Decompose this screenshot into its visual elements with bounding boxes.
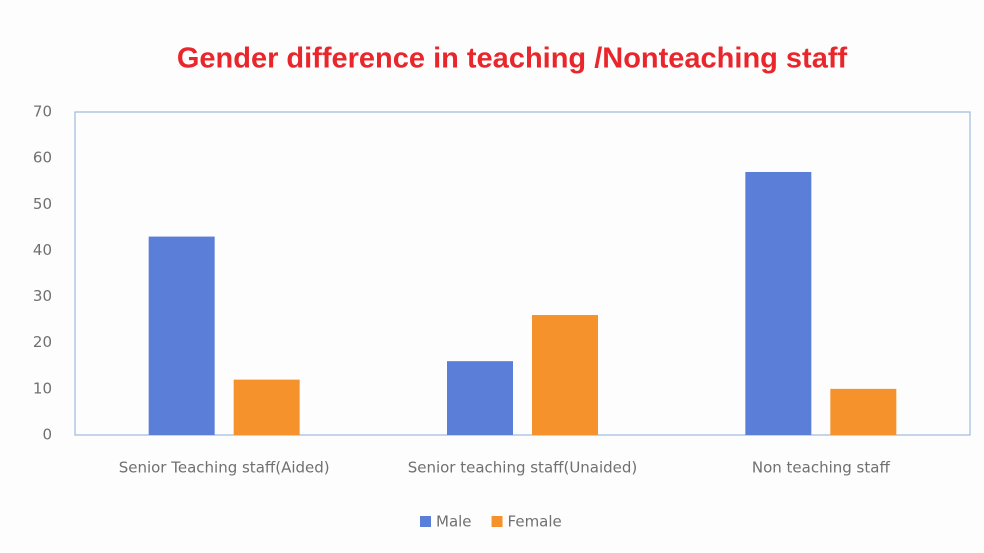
x-tick-label: Senior Teaching staff(Aided) bbox=[119, 459, 330, 477]
x-tick-label: Senior teaching staff(Unaided) bbox=[408, 459, 638, 477]
plot-area bbox=[74, 111, 971, 436]
y-tick-label: 40 bbox=[33, 241, 52, 259]
bar bbox=[447, 361, 513, 435]
y-tick-label: 20 bbox=[33, 333, 52, 351]
legend-swatch bbox=[491, 516, 503, 527]
legend-label: Female bbox=[508, 513, 562, 531]
bar bbox=[830, 388, 897, 435]
legend-swatch bbox=[420, 516, 431, 527]
bar bbox=[532, 315, 598, 435]
y-tick-label: 60 bbox=[33, 149, 52, 167]
x-tick-label: Non teaching staff bbox=[752, 459, 891, 477]
y-tick-label: 70 bbox=[33, 103, 52, 121]
y-tick-label: 30 bbox=[33, 287, 52, 305]
bar bbox=[745, 171, 812, 435]
chart-title: Gender difference in teaching /Nonteachi… bbox=[177, 43, 848, 75]
y-tick-label: 50 bbox=[33, 195, 52, 213]
y-tick-label: 0 bbox=[42, 426, 52, 444]
y-tick-label: 10 bbox=[33, 379, 52, 397]
bar bbox=[233, 379, 300, 435]
bar bbox=[148, 236, 215, 435]
legend-label: Male bbox=[436, 513, 472, 531]
